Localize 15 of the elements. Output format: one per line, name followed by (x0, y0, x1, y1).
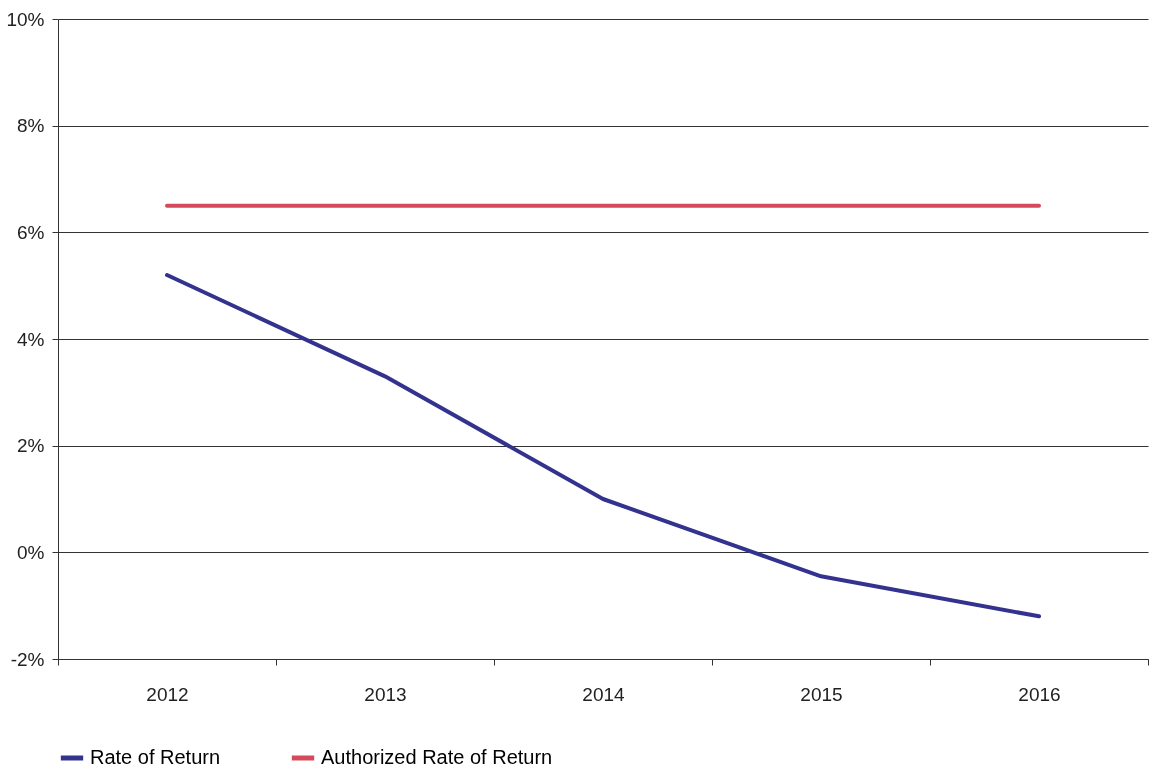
y-tick-label: 10% (6, 8, 45, 30)
y-tick-label: 2% (17, 435, 45, 457)
x-tick-label: 2014 (582, 683, 626, 705)
legend-label: Authorized Rate of Return (321, 746, 553, 768)
y-tick-label: -2% (10, 648, 45, 670)
legend-label: Rate of Return (90, 746, 221, 768)
y-tick-label: 6% (17, 221, 45, 243)
y-tick-label: 4% (17, 328, 45, 350)
y-tick-label: 0% (17, 541, 45, 563)
x-tick-label: 2013 (364, 683, 407, 705)
line-series (165, 273, 1041, 619)
x-tick-label: 2015 (800, 683, 843, 705)
y-tick-label: 8% (17, 115, 45, 137)
x-tick-label: 2016 (1018, 683, 1061, 705)
x-tick-label: 2012 (146, 683, 189, 705)
